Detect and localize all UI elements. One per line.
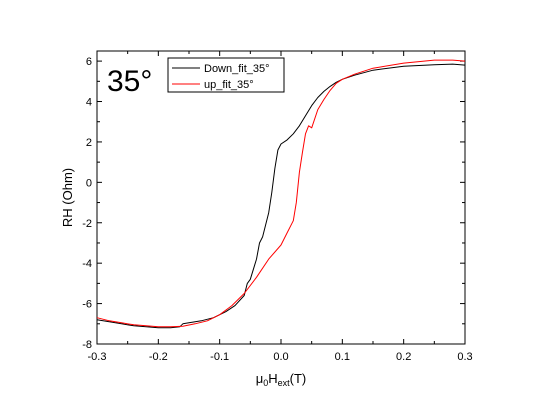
y-axis-label: RH (Ohm) — [60, 168, 75, 227]
x-axis-label: μ0Hext(T) — [256, 371, 307, 388]
y-tick-label: 4 — [86, 97, 92, 109]
y-tick-label: -8 — [82, 339, 92, 351]
legend: Down_fit_35° up_fit_35° — [167, 57, 285, 93]
x-tick-label: 0.3 — [457, 351, 472, 363]
legend-entry-down: Down_fit_35° — [204, 63, 270, 75]
x-tick-label: 0.0 — [273, 351, 288, 363]
y-tick-label: -6 — [82, 299, 92, 311]
x-tick-label: 0.2 — [396, 351, 411, 363]
legend-entry-up: up_fit_35° — [204, 79, 254, 91]
y-tick-label: 0 — [86, 177, 92, 189]
y-tick-label: 2 — [86, 137, 92, 149]
x-label-h: H — [268, 371, 277, 386]
x-tick-label: -0.3 — [88, 351, 107, 363]
legend-box — [167, 57, 285, 93]
series-layer — [96, 59, 466, 329]
x-tick-label: 0.1 — [335, 351, 350, 363]
y-tick-label: -4 — [82, 258, 92, 270]
y-tick-label: -2 — [82, 218, 92, 230]
ticks-layer: -0.3 -0.2 -0.1 0.0 0.1 0.2 0.3 -8 -6 -4 -2 0 2 4 6 — [82, 51, 473, 363]
x-label-sub-ext: ext — [278, 378, 291, 388]
y-tick-label: 6 — [86, 56, 92, 68]
x-tick-label: -0.1 — [210, 351, 229, 363]
angle-annotation: 35° — [107, 65, 152, 98]
x-label-mu: μ — [256, 371, 264, 386]
x-label-unit: (T) — [290, 371, 307, 386]
x-label-sub-0: 0 — [263, 378, 268, 388]
series-line-down — [96, 63, 466, 329]
x-tick-label: -0.2 — [149, 351, 168, 363]
series-line-up — [96, 59, 466, 328]
